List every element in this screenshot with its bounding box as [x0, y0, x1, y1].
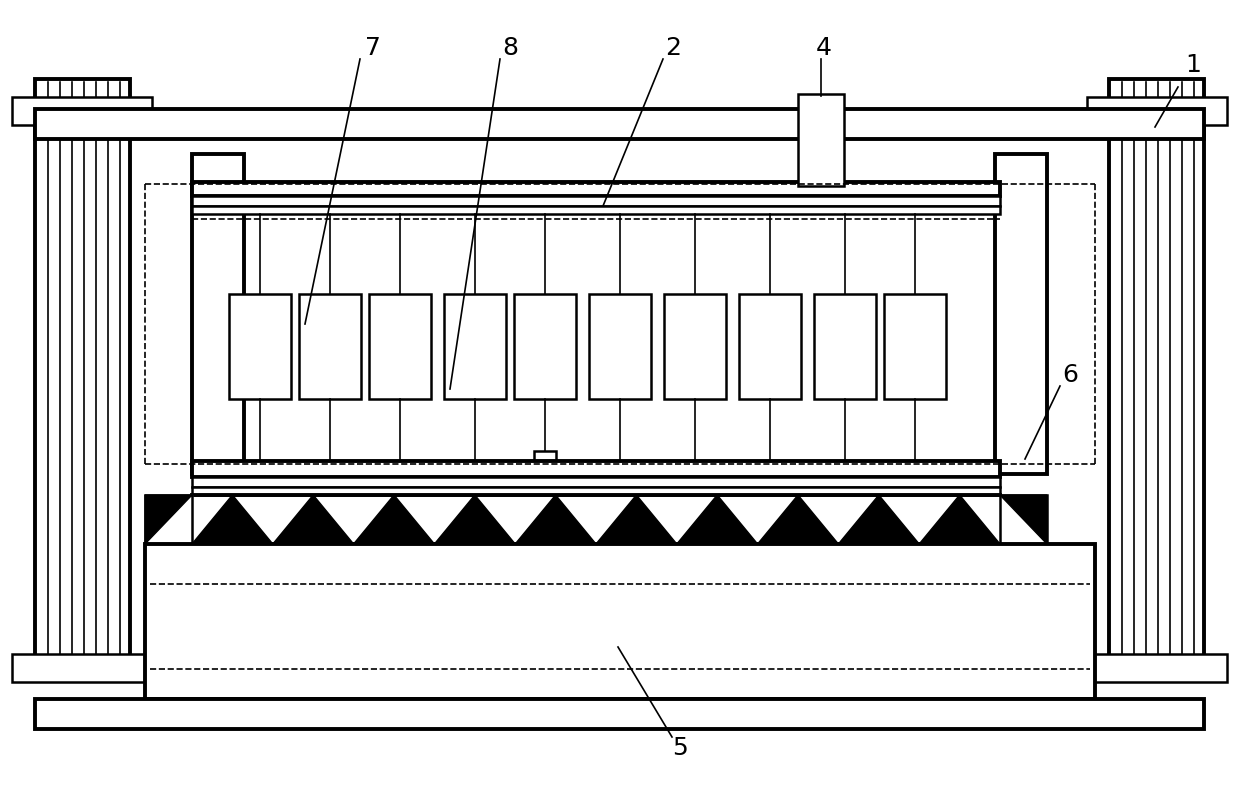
Polygon shape [919, 496, 1000, 545]
Polygon shape [676, 496, 757, 545]
Polygon shape [192, 496, 273, 545]
Bar [12, 654, 152, 683]
Polygon shape [145, 496, 192, 545]
Polygon shape [145, 496, 192, 545]
Bar [514, 294, 576, 399]
Bar [145, 496, 192, 545]
Bar [1087, 98, 1227, 126]
Polygon shape [273, 496, 353, 545]
Bar [192, 183, 1000, 196]
Bar [35, 110, 1204, 140]
Polygon shape [757, 496, 839, 545]
Bar [883, 294, 947, 399]
Bar [814, 294, 876, 399]
Bar [995, 155, 1047, 475]
Bar [1109, 80, 1204, 679]
Bar [1000, 496, 1047, 545]
Bar [192, 196, 1000, 207]
Text: 1: 1 [1184, 53, 1201, 77]
Polygon shape [353, 496, 435, 545]
Polygon shape [839, 496, 919, 545]
Polygon shape [435, 496, 515, 545]
Bar [192, 461, 1000, 477]
Bar [192, 207, 1000, 215]
Bar [738, 294, 800, 399]
Text: 4: 4 [817, 36, 833, 60]
Bar [192, 488, 1000, 496]
Bar [35, 699, 1204, 729]
Bar [798, 95, 844, 187]
Bar [299, 294, 361, 399]
Bar [35, 80, 130, 679]
Polygon shape [1000, 496, 1047, 545]
Bar [369, 294, 431, 399]
Bar [1087, 654, 1227, 683]
Polygon shape [515, 496, 596, 545]
Bar [192, 155, 244, 475]
Bar [229, 294, 291, 399]
Bar [145, 545, 1095, 699]
Text: 7: 7 [366, 36, 380, 60]
Bar [192, 477, 1000, 488]
Text: 8: 8 [502, 36, 518, 60]
Bar [12, 98, 152, 126]
Bar [534, 452, 556, 468]
Bar [589, 294, 650, 399]
Text: 5: 5 [672, 735, 688, 759]
Polygon shape [596, 496, 676, 545]
Bar [444, 294, 506, 399]
Bar [664, 294, 726, 399]
Text: 6: 6 [1062, 363, 1078, 387]
Text: 2: 2 [665, 36, 681, 60]
